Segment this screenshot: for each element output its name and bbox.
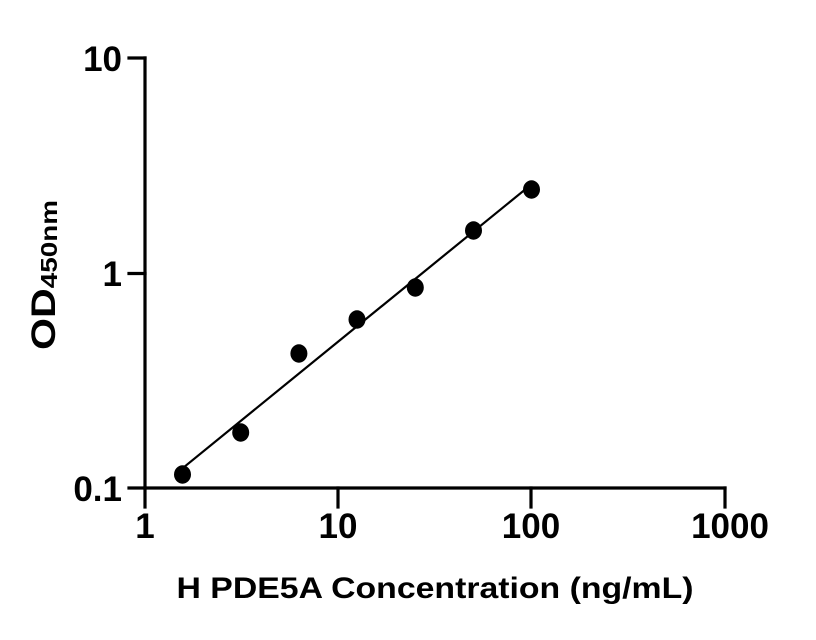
svg-text:1: 1 xyxy=(103,255,122,294)
svg-text:10: 10 xyxy=(319,507,358,546)
svg-text:100: 100 xyxy=(502,507,560,546)
svg-text:0.1: 0.1 xyxy=(73,470,122,509)
svg-text:1: 1 xyxy=(135,507,154,546)
svg-text:H PDE5A Concentration (ng/mL): H PDE5A Concentration (ng/mL) xyxy=(177,572,694,605)
svg-text:OD450nm: OD450nm xyxy=(25,200,63,350)
svg-text:1000: 1000 xyxy=(691,507,769,546)
svg-text:10: 10 xyxy=(83,40,122,79)
